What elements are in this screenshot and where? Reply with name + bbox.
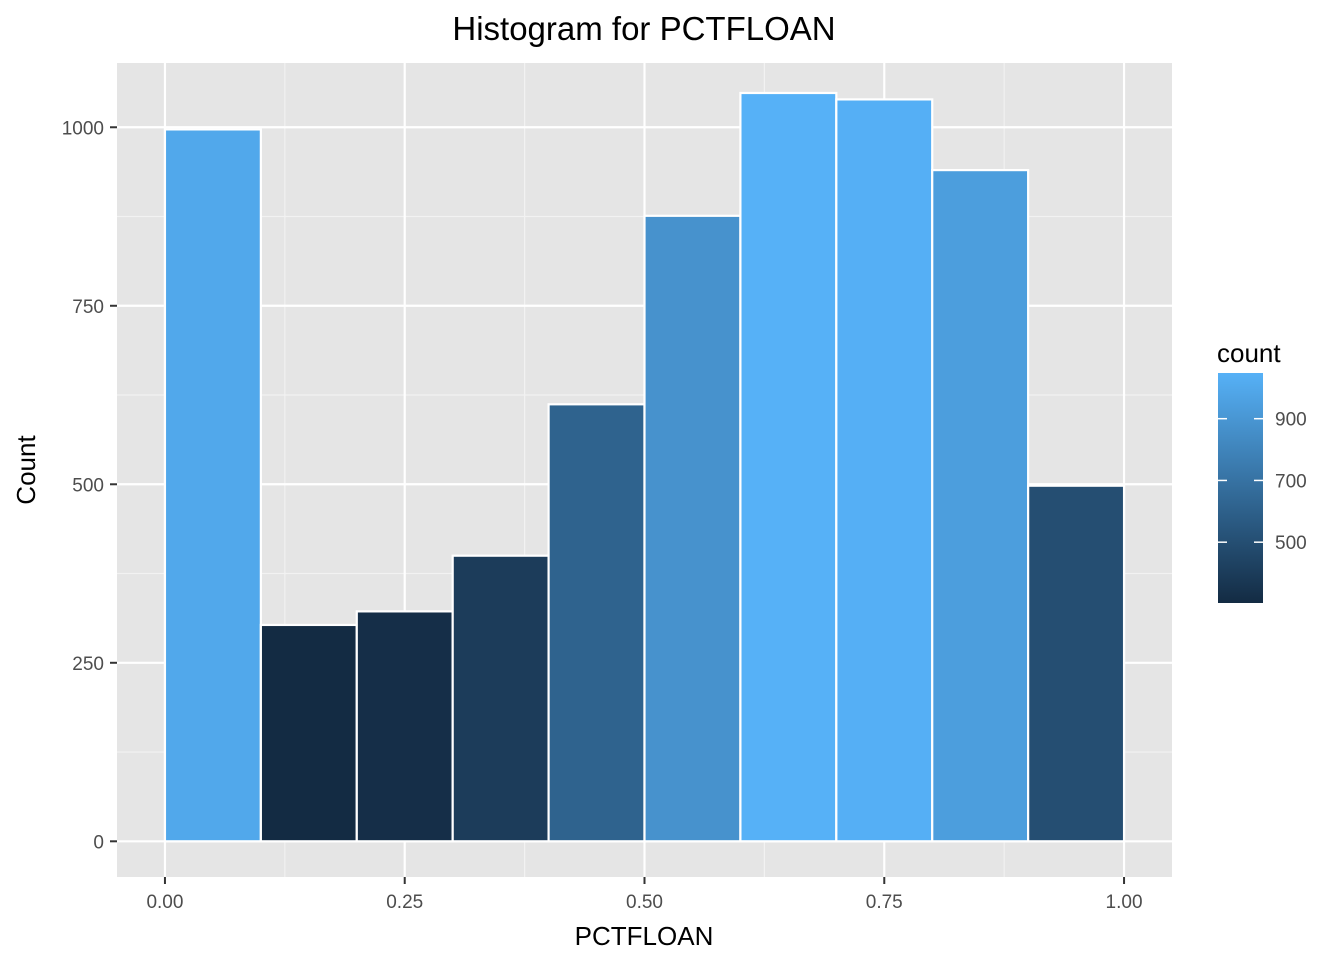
x-tick-label: 0.75 [866,892,903,913]
histogram-bar [451,554,550,843]
chart-title: Histogram for PCTFLOAN [452,10,835,47]
histogram-bar [931,169,1030,843]
x-tick-label: 0.00 [146,892,183,913]
histogram-bar [1027,484,1126,843]
histogram-bar [547,403,646,843]
color-legend: count 500 700 900 [1217,338,1307,603]
x-axis-title: PCTFLOAN [575,921,714,951]
y-tick-label: 250 [72,654,104,675]
histogram-bar [835,98,934,843]
legend-colorbar [1218,373,1263,603]
legend-break-label: 900 [1275,410,1307,431]
y-tick-label: 0 [93,832,104,853]
x-tick-label: 0.50 [626,892,663,913]
y-tick-label: 500 [72,475,104,496]
histogram-bar [643,214,742,843]
histogram-bar [739,91,838,843]
histogram-bar [163,128,262,843]
y-tick-label: 750 [72,297,104,318]
y-tick-label: 1000 [62,118,104,139]
x-axis: 0.00 0.25 0.50 0.75 1.00 [146,877,1143,913]
histogram-bar [355,610,454,843]
legend-ticks: 500 700 900 [1218,410,1307,554]
legend-break-label: 700 [1275,471,1307,492]
y-axis: 0 250 500 750 1000 [62,118,117,853]
x-tick-label: 0.25 [386,892,423,913]
legend-title: count [1217,338,1281,368]
legend-break-label: 500 [1275,533,1307,554]
x-tick-label: 1.00 [1106,892,1143,913]
histogram-bars [163,91,1126,843]
histogram-bar [259,623,358,843]
y-axis-title: Count [11,435,41,505]
